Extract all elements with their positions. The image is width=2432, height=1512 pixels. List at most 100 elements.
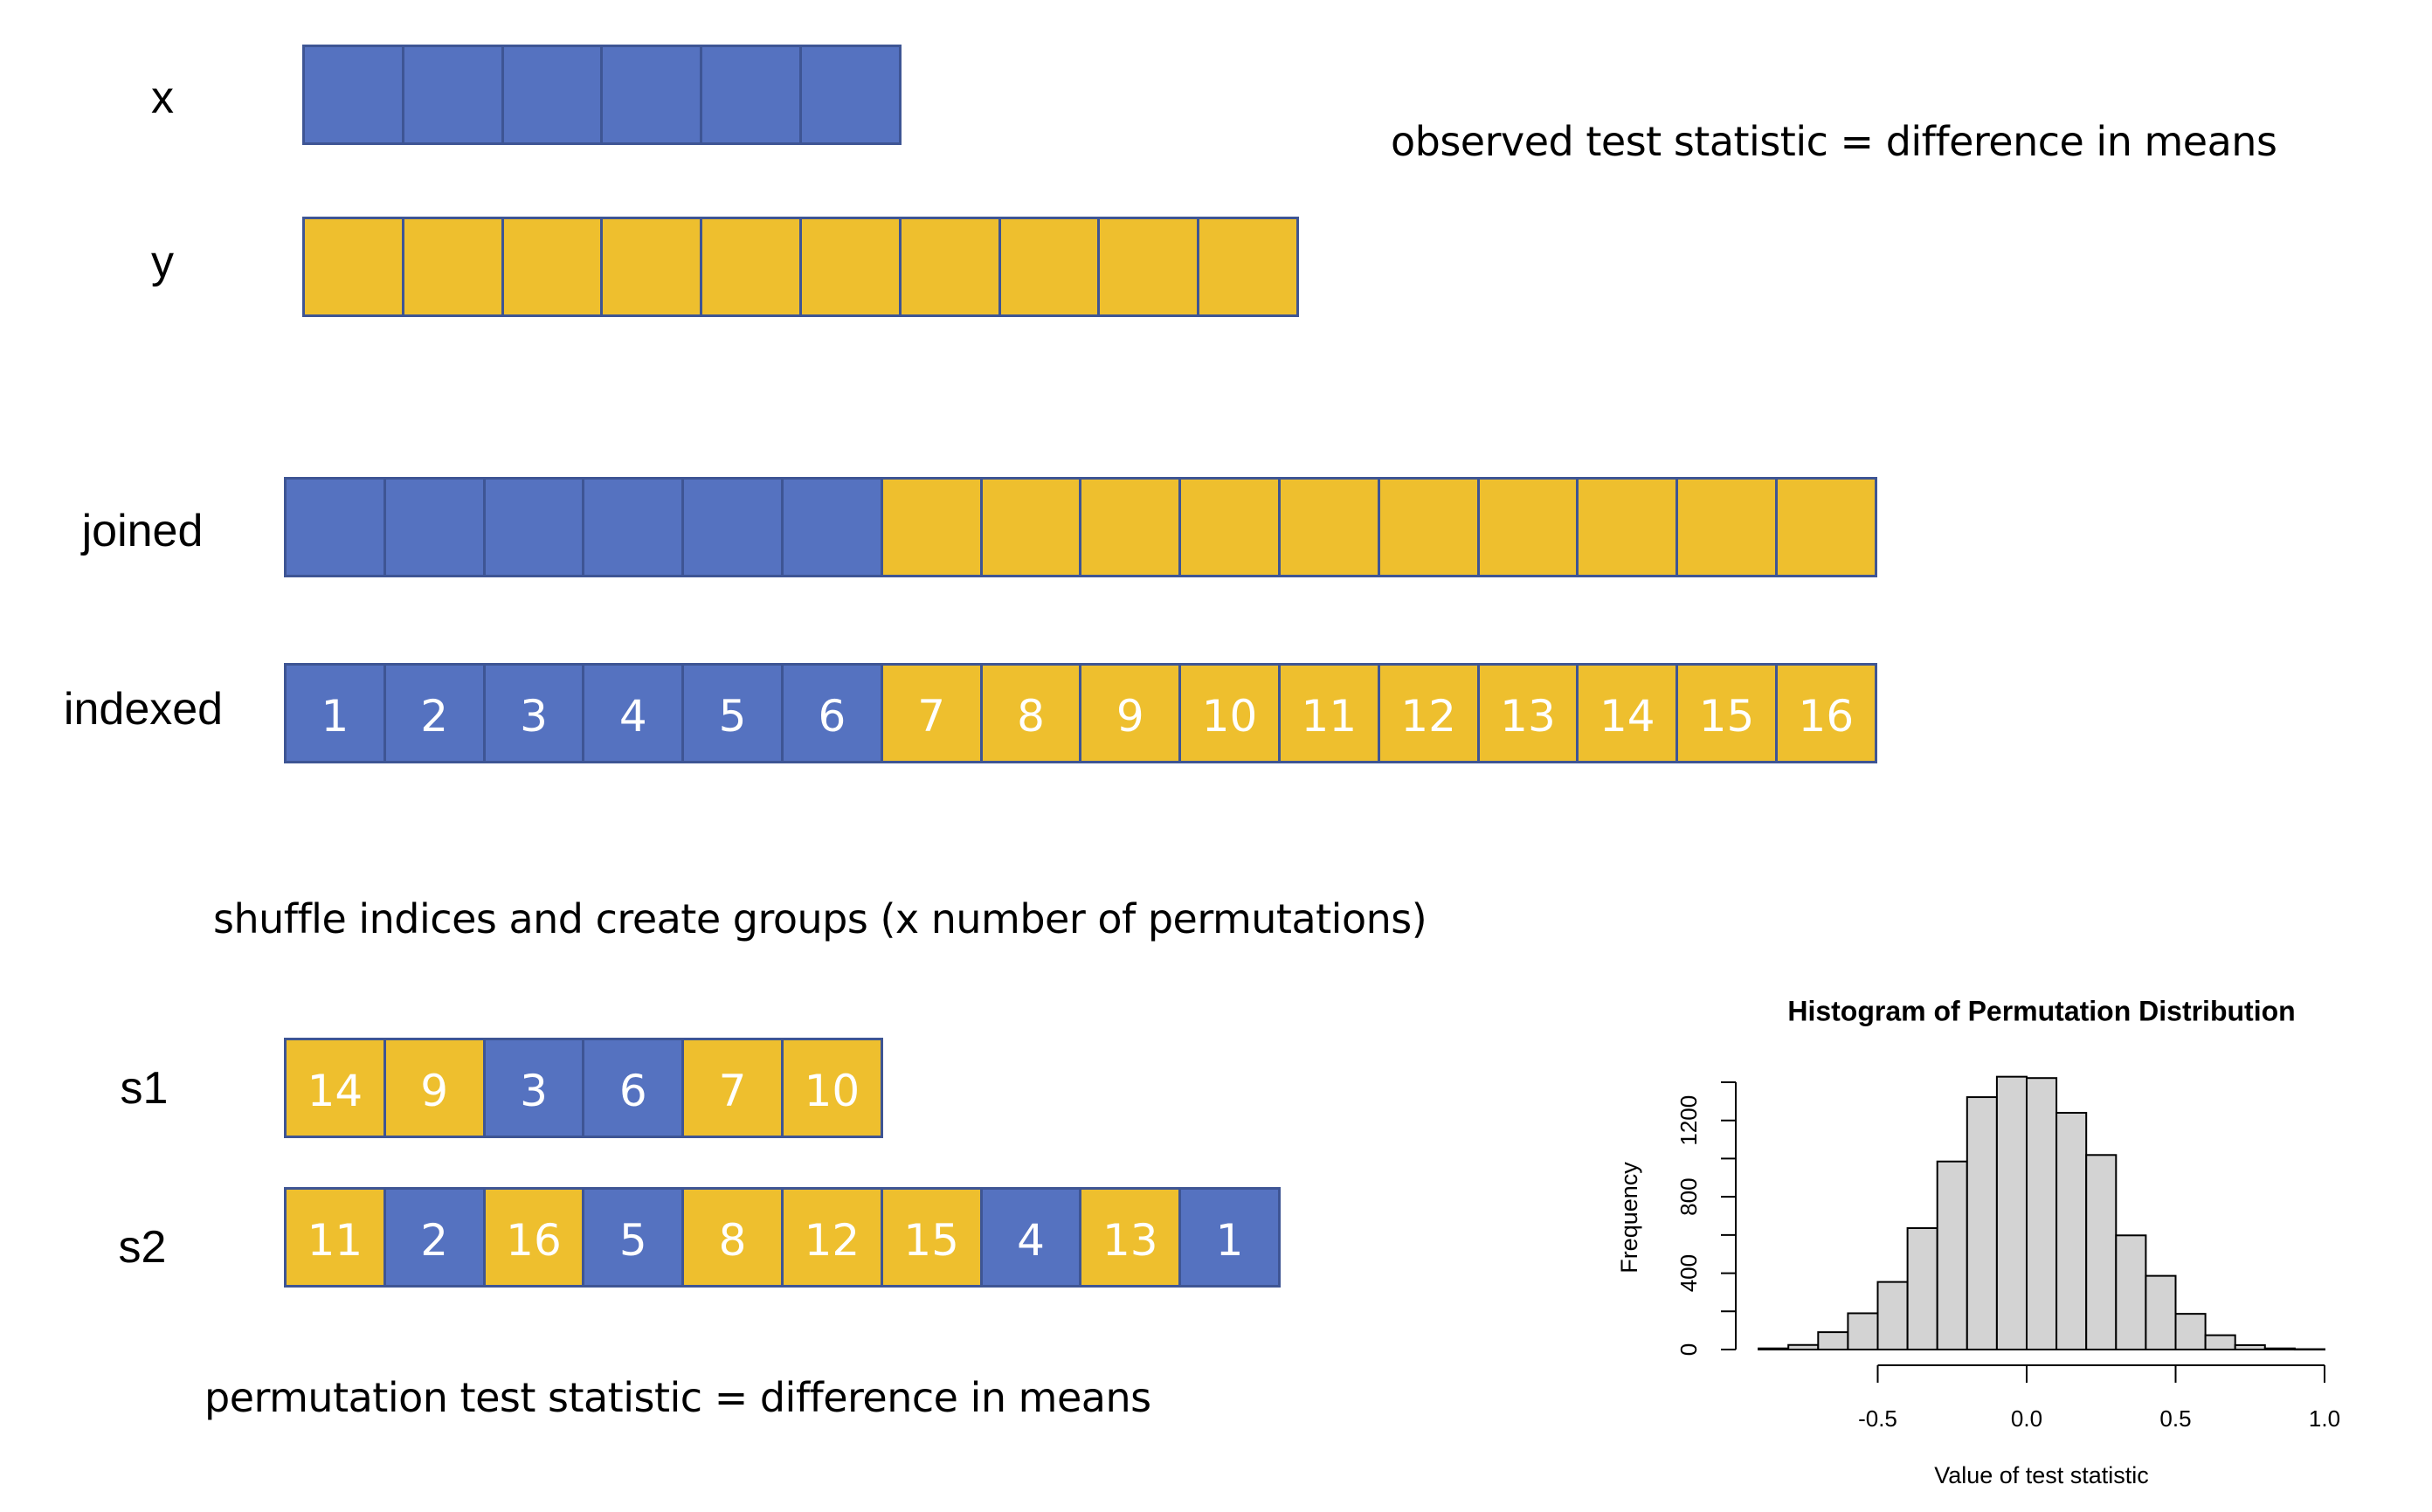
indexed-cell: 3	[485, 666, 585, 761]
indexed-cell: 1	[287, 666, 386, 761]
observed-statistic-caption: observed test statistic = difference in …	[1391, 118, 2277, 165]
joined-cell	[1777, 480, 1877, 575]
y-tick-label: 1200	[1675, 1095, 1702, 1146]
s2-cell: 2	[385, 1190, 486, 1285]
joined-cell	[982, 480, 1082, 575]
row-label-indexed: indexed	[63, 684, 224, 735]
histogram-bar	[1847, 1312, 1879, 1351]
histogram-bar	[1966, 1096, 1998, 1350]
x-cell	[702, 47, 802, 142]
s2-cell: 1	[1181, 1190, 1281, 1285]
histogram-bar	[1906, 1226, 1938, 1350]
histogram-bar	[2085, 1154, 2118, 1351]
indexed-cell: 8	[982, 666, 1082, 761]
row-label-joined: joined	[81, 506, 204, 556]
s2-cell: 5	[584, 1190, 685, 1285]
indexed-cell: 7	[882, 666, 983, 761]
y-cell	[1000, 219, 1101, 314]
joined-vector-row	[284, 477, 1877, 577]
s2-cell: 15	[882, 1190, 983, 1285]
y-cell	[503, 219, 604, 314]
x-vector-row	[302, 45, 902, 145]
y-cell	[603, 219, 703, 314]
histogram-bar	[2234, 1343, 2266, 1351]
indexed-cell: 6	[783, 666, 883, 761]
y-cell	[901, 219, 1001, 314]
x-cell	[404, 47, 504, 142]
y-cell	[801, 219, 902, 314]
joined-cell	[584, 480, 685, 575]
histogram-bar	[2174, 1313, 2207, 1351]
histogram-bar	[1876, 1281, 1909, 1351]
s1-cell: 7	[684, 1040, 784, 1136]
x-tick-label: 0.0	[2011, 1405, 2042, 1432]
histogram-bar	[2204, 1334, 2236, 1351]
joined-cell	[783, 480, 883, 575]
shuffle-caption: shuffle indices and create groups (x num…	[213, 895, 1427, 942]
y-axis-title: Frequency	[1616, 1162, 1642, 1274]
x-axis-title: Value of test statistic	[1934, 1462, 2149, 1488]
row-label-s2: s2	[118, 1222, 167, 1273]
indexed-cell: 2	[385, 666, 486, 761]
y-tick-label: 400	[1675, 1254, 1702, 1292]
x-tick-label: -0.5	[1858, 1405, 1897, 1432]
joined-cell	[684, 480, 784, 575]
s2-cell: 13	[1081, 1190, 1182, 1285]
s2-cell: 16	[485, 1190, 585, 1285]
s1-cell: 6	[584, 1040, 685, 1136]
s2-cell: 12	[783, 1190, 883, 1285]
histogram-bar	[2145, 1274, 2177, 1351]
indexed-cell: 11	[1280, 666, 1380, 761]
histogram-bar	[2115, 1234, 2147, 1351]
s1-cell: 3	[485, 1040, 585, 1136]
histogram-bar	[1995, 1075, 2028, 1350]
indexed-vector-row: 1 2 3 4 5 6 7 8 9 10 11 12 13 14 15 16	[284, 663, 1877, 763]
x-cell	[305, 47, 404, 142]
permutation-statistic-caption: permutation test statistic = difference …	[204, 1374, 1151, 1421]
histogram-bar	[2263, 1347, 2296, 1351]
s2-cell: 4	[982, 1190, 1082, 1285]
y-vector-row	[302, 217, 1299, 317]
joined-cell	[1081, 480, 1182, 575]
s1-cell: 14	[287, 1040, 386, 1136]
y-cell	[305, 219, 404, 314]
indexed-cell: 14	[1579, 666, 1679, 761]
y-cell	[702, 219, 802, 314]
indexed-cell: 5	[684, 666, 784, 761]
joined-cell	[485, 480, 585, 575]
histogram-bar	[2026, 1077, 2058, 1350]
x-cell	[503, 47, 604, 142]
row-label-x: x	[151, 72, 174, 123]
histogram-bar	[1787, 1343, 1820, 1350]
s2-group-row: 11 2 16 5 8 12 15 4 13 1	[284, 1187, 1281, 1288]
row-label-y: y	[151, 237, 174, 287]
s1-cell: 9	[385, 1040, 486, 1136]
x-cell	[801, 47, 902, 142]
histogram-bar	[1936, 1160, 1968, 1351]
y-cell	[1199, 219, 1299, 314]
y-cell	[1100, 219, 1200, 314]
joined-cell	[1280, 480, 1380, 575]
x-cell	[603, 47, 703, 142]
x-tick-label: 1.0	[2309, 1405, 2340, 1432]
indexed-cell: 4	[584, 666, 685, 761]
indexed-cell: 10	[1181, 666, 1281, 761]
joined-cell	[1181, 480, 1281, 575]
histogram-bar	[1817, 1331, 1849, 1350]
s1-cell: 10	[783, 1040, 883, 1136]
joined-cell	[1479, 480, 1579, 575]
indexed-cell: 9	[1081, 666, 1182, 761]
chart-title: Histogram of Permutation Distribution	[1787, 995, 2295, 1026]
indexed-cell: 12	[1379, 666, 1480, 761]
y-cell	[404, 219, 504, 314]
joined-cell	[385, 480, 486, 575]
x-tick-label: 0.5	[2159, 1405, 2191, 1432]
s2-cell: 11	[287, 1190, 386, 1285]
row-label-s1: s1	[120, 1063, 169, 1114]
s2-cell: 8	[684, 1190, 784, 1285]
joined-cell	[1579, 480, 1679, 575]
y-tick-label: 800	[1675, 1177, 1702, 1215]
y-tick-label: 0	[1675, 1343, 1702, 1356]
joined-cell	[1678, 480, 1778, 575]
joined-cell	[882, 480, 983, 575]
